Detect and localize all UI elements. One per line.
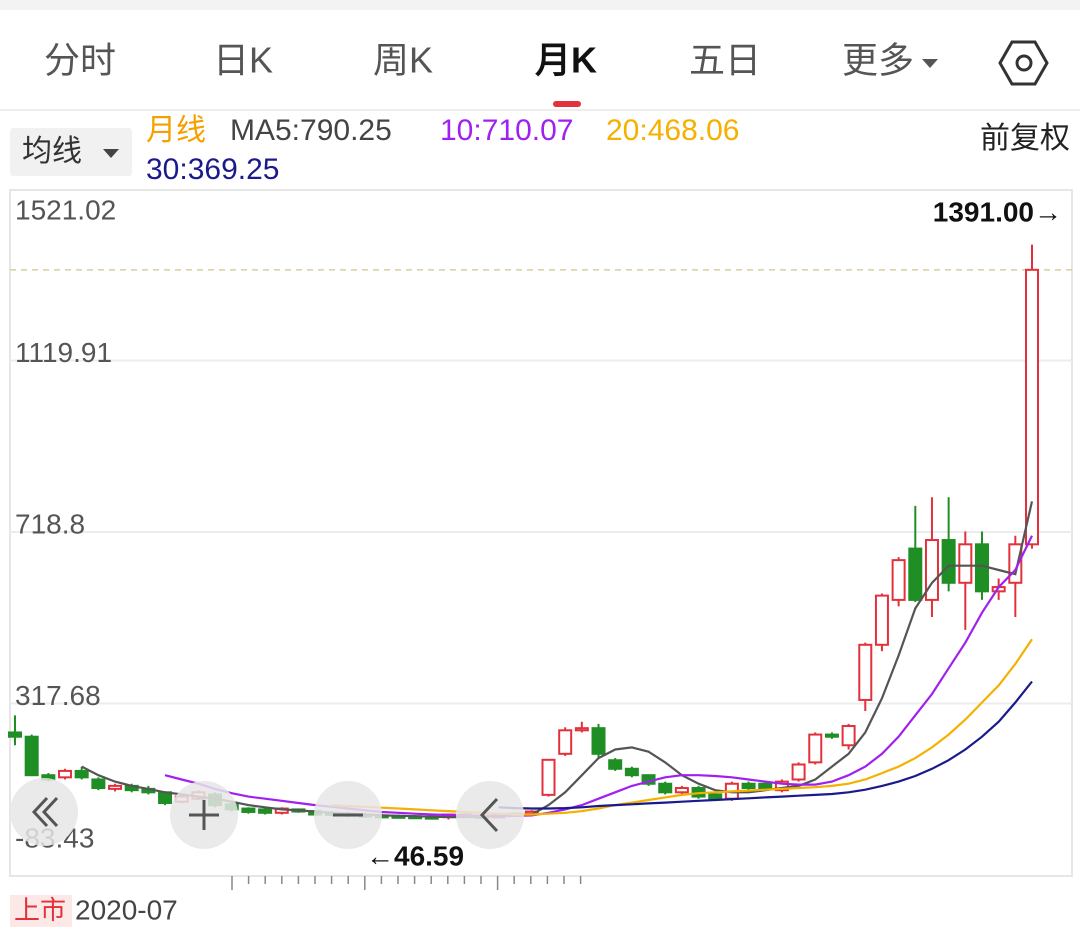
candle-body <box>941 539 956 584</box>
candle-body <box>608 759 623 770</box>
ma-line <box>331 638 1033 816</box>
zoom-in-icon <box>189 800 219 830</box>
ma-button[interactable]: 均线 <box>22 135 82 168</box>
candle-body <box>958 543 973 584</box>
candle-body <box>924 539 939 601</box>
settings-icon[interactable] <box>998 40 1049 86</box>
plot: -83.43317.68718.81119.911521.021391.00→←… <box>8 194 1072 890</box>
active-tab-indicator <box>553 101 581 107</box>
candle-body <box>708 793 723 800</box>
candle-body <box>1025 268 1039 546</box>
legend-entry: 30:369.25 <box>146 153 279 186</box>
candle-body <box>741 782 756 790</box>
candle-body <box>241 807 256 813</box>
y-tick-label: 1521.02 <box>15 194 116 225</box>
candle-body <box>258 808 273 814</box>
tab[interactable]: 五日 <box>689 40 761 81</box>
start-date: 2020-07 <box>75 894 178 925</box>
max-annotation: 1391.00→ <box>933 196 1062 227</box>
candle-body <box>824 733 839 738</box>
listing-badge <box>10 895 72 927</box>
ma-button-caret <box>103 149 119 158</box>
legend-entry: 20:468.06 <box>606 114 739 147</box>
legend-entry: MA5:790.25 <box>230 114 392 147</box>
candle-body <box>574 727 589 732</box>
y-tick-label: 718.8 <box>15 508 85 539</box>
candle-body <box>858 643 873 701</box>
candle-body <box>841 725 856 747</box>
ma-line <box>81 501 1034 819</box>
candle-body <box>24 735 39 777</box>
nav-buttons <box>10 778 524 849</box>
tab[interactable]: 更多 <box>842 40 914 81</box>
candle-body <box>758 782 773 790</box>
nav-prev-icon <box>479 797 499 833</box>
plot-frame <box>9 189 1073 877</box>
tab[interactable]: 日K <box>213 40 273 81</box>
ma-button-bg[interactable] <box>10 128 132 176</box>
candle-body <box>108 784 123 790</box>
listing-label: 上市 <box>14 895 66 925</box>
tab[interactable]: 月K <box>535 40 597 81</box>
candle-body <box>558 729 573 755</box>
candle-body <box>808 733 823 764</box>
ma-line <box>498 680 1033 810</box>
settings-center <box>1015 54 1033 72</box>
candle-body <box>774 780 789 792</box>
tab[interactable]: 周K <box>373 40 433 81</box>
period-label: 月线 <box>146 114 206 147</box>
nav-prev[interactable] <box>456 781 524 849</box>
candle-body <box>874 594 889 646</box>
candle-body <box>541 758 556 796</box>
ma-line <box>164 535 1033 817</box>
candle-body <box>791 763 806 781</box>
candle-body <box>591 727 606 755</box>
legend-entry: 10:710.07 <box>440 114 573 147</box>
candle-body <box>674 787 689 794</box>
candle-body <box>58 769 73 779</box>
candle-body <box>74 769 89 779</box>
candle-body <box>908 547 923 601</box>
candle-body <box>658 782 673 794</box>
settings-hexagon <box>998 40 1049 86</box>
min-annotation: ←46.59 <box>366 840 464 871</box>
status-strip <box>0 0 1080 10</box>
nav-first-icon <box>31 796 59 828</box>
candle-body <box>91 778 106 790</box>
candle-body <box>8 731 22 738</box>
adjust-label[interactable]: 前复权 <box>980 122 1070 155</box>
candle-body <box>624 767 639 777</box>
y-tick-label: 1119.91 <box>15 337 112 368</box>
tab[interactable]: 分时 <box>44 40 116 81</box>
y-tick-label: 317.68 <box>15 680 101 711</box>
candle-body <box>891 559 906 601</box>
more-caret <box>922 59 938 68</box>
